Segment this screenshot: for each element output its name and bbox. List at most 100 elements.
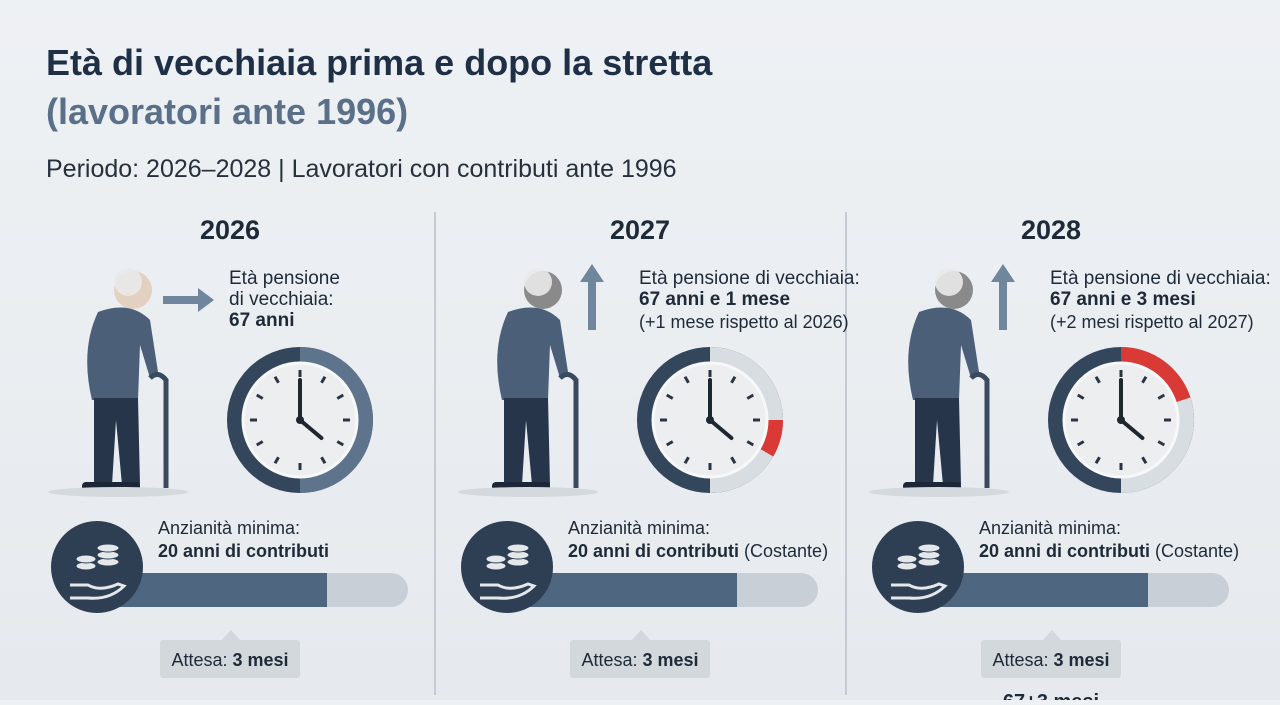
age-value: 67 anni e 1 mese xyxy=(639,289,790,310)
year: 2026 xyxy=(200,215,260,245)
seniority-note: (Costante) xyxy=(744,541,828,561)
clock-tick xyxy=(665,393,674,400)
age-label: Età pensione di vecchiaia: xyxy=(1050,268,1271,289)
clock-hour-hand xyxy=(298,418,324,440)
legs xyxy=(94,398,140,485)
age-note: (+2 mesi rispetto al 2027) xyxy=(1050,312,1254,332)
wait-value: 3 mesi xyxy=(233,650,289,670)
coin xyxy=(485,554,507,564)
seniority: 20 anni di contributi (Costante) xyxy=(979,541,1239,561)
elderly-figure xyxy=(48,268,188,497)
wait-box xyxy=(981,640,1121,678)
year: 2027 xyxy=(610,215,670,245)
wait: Attesa: 3 mesi xyxy=(992,650,1109,670)
age-label: di vecchiaia: xyxy=(229,289,334,310)
clock-tick xyxy=(1076,440,1085,447)
clock-tick xyxy=(730,375,737,384)
torso xyxy=(497,307,568,400)
legs xyxy=(915,398,961,485)
clock-center xyxy=(296,416,304,424)
hair xyxy=(935,268,963,296)
clock-center xyxy=(1117,416,1125,424)
wait-pointer xyxy=(222,630,240,640)
elderly-figure xyxy=(869,268,1009,497)
clock-tick xyxy=(336,440,345,447)
clock-hour-hand xyxy=(708,418,734,440)
seniority: 20 anni di contributi xyxy=(158,541,329,561)
seniority-value: 20 anni di contributi xyxy=(979,541,1150,561)
year: 2028 xyxy=(1021,215,1081,245)
hand-icon xyxy=(891,582,948,600)
wait-value: 3 mesi xyxy=(643,650,699,670)
arrow xyxy=(163,288,214,312)
clock-tick xyxy=(1157,393,1166,400)
subtitle: Periodo: 2026–2028 | Lavoratori con cont… xyxy=(46,155,677,183)
cane xyxy=(148,372,169,488)
torso xyxy=(908,307,979,400)
shadow xyxy=(458,487,598,497)
clock-tick xyxy=(336,393,345,400)
shadow xyxy=(869,487,1009,497)
clock-tick xyxy=(746,393,755,400)
clock-tick xyxy=(1094,456,1101,465)
hair xyxy=(524,268,552,296)
clock-tick xyxy=(746,440,755,447)
hand-icon xyxy=(70,582,127,600)
torso xyxy=(87,307,158,400)
age-value: 67 anni xyxy=(229,310,294,331)
wait-label: Attesa: xyxy=(581,650,637,670)
coin xyxy=(75,554,97,564)
column: 2027 Età pensione di vecchiaia:67 anni e … xyxy=(458,215,860,678)
clock-tick xyxy=(273,456,280,465)
arrow xyxy=(580,264,604,330)
clock-tick xyxy=(730,456,737,465)
wait-pointer xyxy=(632,630,650,640)
elderly-figure xyxy=(458,268,598,497)
hand-icon xyxy=(480,582,537,600)
wait: Attesa: 3 mesi xyxy=(581,650,698,670)
age-label: Età pensione di vecchiaia: xyxy=(639,268,860,289)
wait-label: Attesa: xyxy=(992,650,1048,670)
cane xyxy=(558,372,579,488)
clock-tick xyxy=(683,375,690,384)
clock-tick xyxy=(1157,440,1166,447)
hair xyxy=(114,268,142,296)
clock-tick xyxy=(1094,375,1101,384)
clock-tick xyxy=(683,456,690,465)
coin xyxy=(96,543,120,553)
cane xyxy=(969,372,990,488)
seniority-note: (Costante) xyxy=(1155,541,1239,561)
clock-tick xyxy=(320,456,327,465)
clock-hour-hand xyxy=(1119,418,1145,440)
title-line2: (lavoratori ante 1996) xyxy=(46,91,408,132)
seniority-label: Anzianità minima: xyxy=(568,518,710,538)
seniority-label: Anzianità minima: xyxy=(158,518,300,538)
column: 2028 Età pensione di vecchiaia:67 anni e … xyxy=(869,215,1271,705)
clock-tick xyxy=(1141,456,1148,465)
clock-tick xyxy=(255,440,264,447)
title: Età di vecchiaia prima e dopo la stretta xyxy=(46,42,713,83)
age-note: (+1 mese rispetto al 2026) xyxy=(639,312,849,332)
seniority-value: 20 anni di contributi xyxy=(158,541,329,561)
clock-tick xyxy=(255,393,264,400)
coin xyxy=(917,543,941,553)
coin xyxy=(896,554,918,564)
clock-tick xyxy=(273,375,280,384)
legs xyxy=(504,398,550,485)
clock-tick xyxy=(1141,375,1148,384)
wait-pointer xyxy=(1043,630,1061,640)
seniority-label: Anzianità minima: xyxy=(979,518,1121,538)
seniority: 20 anni di contributi (Costante) xyxy=(568,541,828,561)
age-label: Età pensione xyxy=(229,268,340,289)
arrow xyxy=(991,264,1015,330)
clock-tick xyxy=(665,440,674,447)
wait-box xyxy=(160,640,300,678)
coin xyxy=(506,543,530,553)
seniority-value: 20 anni di contributi xyxy=(568,541,739,561)
wait-value: 3 mesi xyxy=(1054,650,1110,670)
wait-box xyxy=(570,640,710,678)
clock-tick xyxy=(1076,393,1085,400)
